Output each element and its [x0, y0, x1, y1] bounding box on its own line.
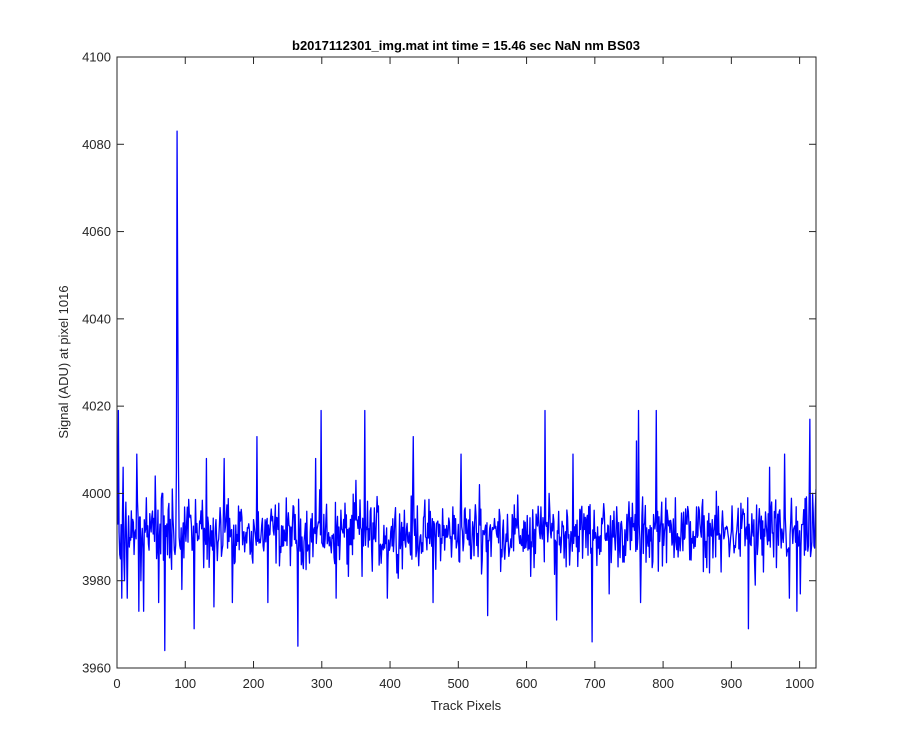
x-tick-label: 900	[721, 676, 743, 691]
chart-title: b2017112301_img.mat int time = 15.46 sec…	[292, 38, 640, 53]
y-tick-label: 4040	[82, 311, 111, 326]
y-axis-title: Signal (ADU) at pixel 1016	[56, 285, 71, 438]
x-tick-label: 400	[379, 676, 401, 691]
plot-area: 0 100 200 300 400 500 600 700 800 900 1000 3960 3980…	[82, 50, 817, 691]
y-tick-label: 3960	[82, 661, 111, 676]
x-tick-label: 1000	[785, 676, 814, 691]
x-tick-label: 800	[652, 676, 674, 691]
series-line	[117, 130, 816, 652]
y-tick-label: 4060	[82, 224, 111, 239]
y-tick-label: 4000	[82, 486, 111, 501]
y-tick-label: 4080	[82, 137, 111, 152]
axes-box	[116, 56, 817, 669]
x-tick-label: 600	[516, 676, 538, 691]
x-tick-label: 500	[447, 676, 469, 691]
y-tick-label: 3980	[82, 573, 111, 588]
x-tick-label: 200	[243, 676, 265, 691]
x-tick-label: 300	[311, 676, 333, 691]
x-tick-label: 0	[113, 676, 120, 691]
x-axis-title: Track Pixels	[431, 698, 502, 713]
y-tick-label: 4020	[82, 399, 111, 414]
y-tick-label: 4100	[82, 50, 111, 65]
x-tick-label: 700	[584, 676, 606, 691]
x-tick-label: 100	[174, 676, 196, 691]
